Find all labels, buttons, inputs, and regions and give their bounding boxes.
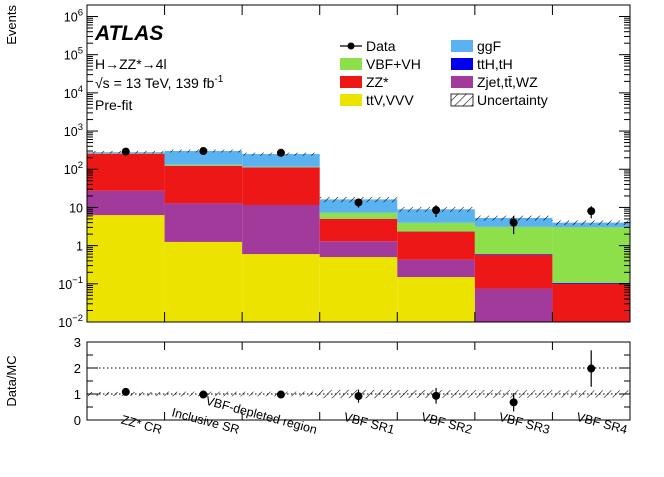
stack-bar-3-1 — [319, 241, 398, 258]
stack-bar-6-2 — [552, 283, 630, 322]
legend-data-marker — [347, 42, 355, 50]
stack-bar-3-0 — [319, 257, 398, 322]
energy-sup: -1 — [214, 74, 223, 85]
legend: Data VBF+VH ZZ* ttV,VVV ggF ttH,tH Zjet,tt̄,WZ… — [340, 38, 548, 108]
ratio-point-0 — [121, 387, 130, 396]
data-point-0 — [121, 147, 130, 156]
stack-bar-4-0 — [397, 277, 475, 322]
ratio-y-tick-label-3: 3 — [74, 335, 81, 350]
data-point-4 — [432, 206, 441, 215]
status-label: Pre-fit — [95, 97, 132, 113]
stack-bar-1-4 — [164, 164, 243, 166]
stack-bar-1-0 — [164, 241, 243, 322]
stack-bar-5-3 — [474, 254, 553, 255]
legend-label-7: Uncertainty — [477, 92, 548, 108]
legend-swatch-5 — [451, 58, 473, 70]
stack-bar-6-4 — [552, 227, 630, 284]
legend-label-6: Zjet,tt̄,WZ — [477, 74, 538, 90]
stack-bar-2-1 — [242, 204, 320, 255]
stack-bar-3-2 — [319, 218, 398, 242]
energy-label-text: √s = 13 TeV, 139 fb-1 — [95, 74, 224, 91]
legend-label-4: ggF — [477, 38, 501, 54]
y-tick-label-4: 102 — [64, 160, 83, 177]
legend-label-5: ttH,tH — [477, 56, 513, 72]
y-tick-label-0: 10−2 — [58, 313, 83, 330]
stack-bar-2-5 — [242, 154, 320, 167]
stack-bar-4-4 — [397, 222, 475, 232]
stack-bar-0-0 — [87, 215, 165, 322]
main-panel: 10−2 10−1 1 10 102 103 104 105 106 Events — [4, 4, 631, 330]
category-label-5: VBF SR3 — [497, 410, 551, 437]
ratio-point-2 — [276, 390, 285, 399]
legend-swatch-6 — [451, 76, 473, 88]
stack-bar-4-1 — [397, 259, 475, 278]
data-point-5 — [509, 218, 518, 227]
legend-swatch-1 — [340, 58, 362, 70]
category-label-4: VBF SR2 — [420, 410, 474, 437]
ratio-uncertainty-band-6 — [552, 390, 630, 398]
ratio-y-tick-label-2: 2 — [74, 361, 81, 376]
stack-bar-6-3 — [552, 283, 630, 284]
category-label-3: VBF SR1 — [342, 410, 396, 437]
stack-bar-2-4 — [242, 166, 320, 168]
legend-label-3: ttV,VVV — [366, 92, 414, 108]
y-tick-label-5: 103 — [64, 122, 83, 139]
stack-bar-0-1 — [87, 190, 165, 216]
data-point-2 — [276, 148, 285, 157]
stack-bar-3-4 — [319, 212, 398, 219]
ratio-point-6 — [587, 364, 596, 373]
ratio-point-5 — [509, 398, 518, 407]
y-tick-label-3: 10 — [69, 201, 83, 215]
ratio-point-3 — [354, 392, 363, 401]
ratio-point-4 — [432, 391, 441, 400]
y-tick-label-7: 105 — [64, 46, 83, 63]
legend-swatch-4 — [451, 40, 473, 52]
main-frame — [86, 4, 631, 323]
data-point-1 — [199, 147, 208, 156]
category-label-0: ZZ* CR — [120, 413, 164, 437]
stack-bar-5-1 — [474, 288, 553, 322]
legend-label-1: VBF+VH — [366, 56, 421, 72]
stack-bar-2-0 — [242, 254, 320, 322]
energy-label: √s = 13 TeV, 139 fb — [95, 75, 215, 91]
stack-bar-5-2 — [474, 254, 553, 289]
stack-bar-1-1 — [164, 203, 243, 242]
data-point-3 — [354, 198, 363, 207]
y-tick-label-8: 106 — [64, 7, 83, 24]
stack-bar-4-2 — [397, 231, 475, 260]
legend-swatch-2 — [340, 76, 362, 88]
ratio-y-axis-label: Data/MC — [4, 355, 19, 406]
ratio-frame — [86, 341, 631, 421]
y-tick-label-6: 104 — [64, 84, 83, 101]
data-point-6 — [587, 207, 596, 216]
legend-swatch-hatch — [450, 93, 474, 107]
y-axis-label: Events — [4, 5, 19, 45]
category-label-6: VBF SR4 — [575, 410, 629, 437]
ratio-y-tick-label-1: 1 — [74, 387, 81, 402]
ratio-y-tick-label-0: 0 — [74, 413, 81, 428]
atlas-label: ATLAS — [94, 22, 163, 45]
uncertainty-band-6 — [552, 220, 630, 226]
y-tick-label-1: 10−1 — [58, 275, 83, 292]
legend-label-2: ZZ* — [366, 74, 389, 90]
legend-label-0: Data — [366, 38, 396, 54]
ratio-point-1 — [199, 390, 208, 399]
legend-swatch-3 — [340, 94, 362, 106]
stack-bar-1-2 — [164, 165, 243, 204]
stack-bar-0-2 — [87, 153, 165, 191]
stack-bar-2-2 — [242, 167, 320, 205]
stack-bar-1-5 — [164, 150, 243, 165]
process-label: H→ZZ*→4l — [95, 56, 167, 72]
y-tick-label-2: 1 — [76, 240, 83, 254]
